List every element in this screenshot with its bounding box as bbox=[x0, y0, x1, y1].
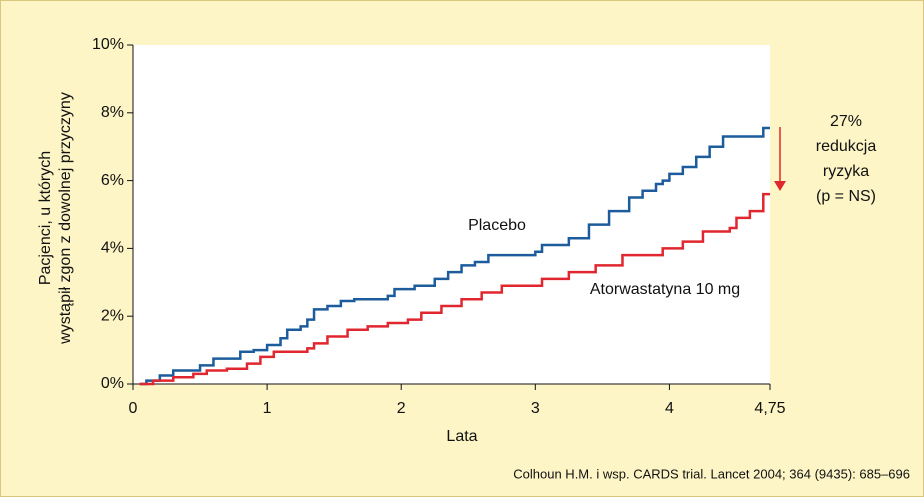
y-axis-label: wystąpił zgon z dowolnej przyczyny bbox=[57, 92, 74, 345]
y-tick-label: 6% bbox=[101, 172, 124, 189]
x-tick-label: 4 bbox=[665, 400, 674, 417]
plot-area bbox=[133, 45, 770, 384]
series-label: Atorwastatyna 10 mg bbox=[590, 281, 740, 298]
annotation: redukcja bbox=[816, 138, 877, 155]
y-tick-label: 2% bbox=[101, 307, 124, 324]
source: Colhoun H.M. i wsp. CARDS trial. Lancet … bbox=[513, 466, 910, 481]
y-axis-label: Pacjenci, u których bbox=[37, 151, 54, 285]
y-tick-label: 10% bbox=[92, 36, 124, 53]
x-tick-label: 2 bbox=[397, 400, 406, 417]
annotation: 27% bbox=[830, 113, 862, 130]
x-tick-label: 1 bbox=[263, 400, 272, 417]
series-label: Placebo bbox=[468, 217, 526, 234]
arrow-head bbox=[774, 181, 786, 191]
step-line bbox=[139, 192, 770, 386]
x-tick-label: 3 bbox=[531, 400, 540, 417]
x-axis-label: Lata bbox=[446, 428, 477, 445]
step-line bbox=[139, 126, 770, 386]
y-tick-label: 0% bbox=[101, 375, 124, 392]
x-tick-label: 0 bbox=[129, 400, 138, 417]
y-tick-label: 8% bbox=[101, 104, 124, 121]
annotation: ryzyka bbox=[823, 163, 869, 180]
annotation: (p = NS) bbox=[816, 188, 876, 205]
x-tick-label: 4,75 bbox=[754, 400, 785, 417]
y-tick-label: 4% bbox=[101, 240, 124, 257]
